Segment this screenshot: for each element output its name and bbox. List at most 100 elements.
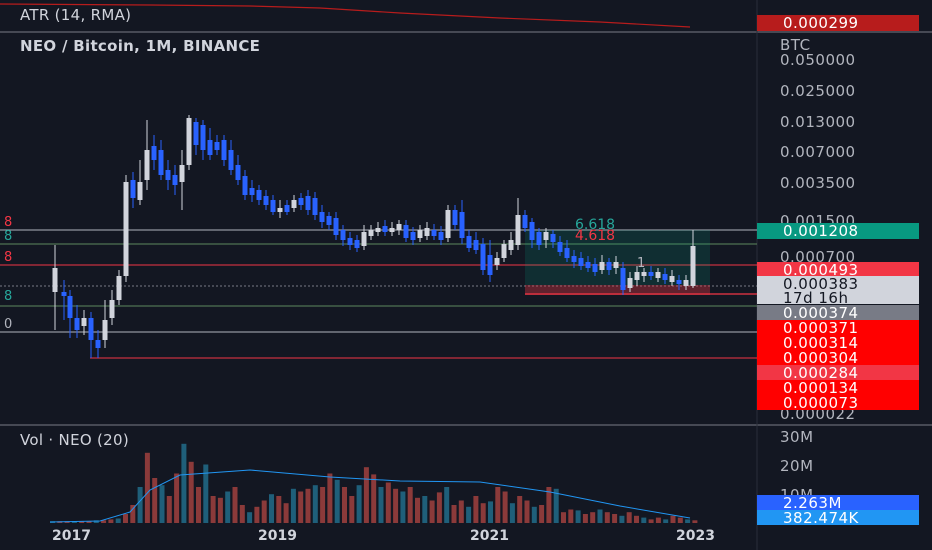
volume-bar bbox=[108, 519, 114, 523]
volume-bar bbox=[349, 496, 355, 523]
candle-body bbox=[620, 268, 626, 290]
price-tag: 0.000371 bbox=[757, 320, 919, 336]
volume-bar bbox=[502, 491, 508, 523]
x-axis-label: 2021 bbox=[470, 528, 509, 544]
volume-bar bbox=[356, 485, 362, 523]
volume-bar bbox=[188, 461, 194, 523]
volume-axis-tick: 20M bbox=[780, 457, 814, 475]
volume-tag: 2.263M bbox=[757, 495, 919, 511]
volume-tag: 382.474K bbox=[757, 510, 919, 526]
left-level-fragment: 8 bbox=[4, 289, 13, 304]
candle-body bbox=[158, 150, 164, 175]
volume-bar bbox=[488, 501, 493, 523]
price-tag: 0.001208 bbox=[757, 223, 919, 239]
volume-bar bbox=[210, 496, 216, 523]
volume-bar bbox=[619, 515, 625, 523]
candle-body bbox=[326, 216, 332, 225]
volume-bar bbox=[553, 488, 559, 523]
candle-body bbox=[564, 248, 570, 258]
candle-body bbox=[480, 244, 486, 270]
candle-body bbox=[683, 280, 689, 286]
volume-bar bbox=[429, 500, 435, 523]
volume-bar bbox=[517, 496, 523, 523]
candle-body bbox=[508, 240, 514, 250]
candle-body bbox=[263, 196, 269, 205]
volume-bar bbox=[473, 496, 479, 523]
candle-body bbox=[410, 232, 416, 240]
volume-bar bbox=[509, 503, 515, 523]
volume-bar bbox=[174, 473, 180, 523]
volume-bar bbox=[655, 517, 661, 523]
candle-body bbox=[193, 122, 199, 145]
left-level-fragment: 8 bbox=[4, 250, 13, 265]
volume-bar bbox=[342, 487, 347, 523]
candle-body bbox=[445, 210, 451, 238]
candle-body bbox=[67, 296, 73, 318]
fib-zone-red bbox=[525, 285, 710, 295]
volume-bar bbox=[363, 467, 369, 523]
candle-body bbox=[74, 318, 80, 330]
candle-body bbox=[284, 205, 290, 212]
volume-bar bbox=[641, 517, 647, 523]
candle-body bbox=[606, 262, 612, 270]
candle-body bbox=[424, 228, 430, 236]
candle-body bbox=[669, 276, 675, 282]
candle-body bbox=[452, 210, 458, 225]
volume-bar bbox=[371, 474, 377, 523]
candles bbox=[52, 115, 696, 358]
volume-bar bbox=[312, 485, 318, 523]
volume-bar bbox=[283, 503, 289, 523]
candle-body bbox=[578, 258, 584, 266]
currency-label: BTC bbox=[780, 36, 811, 54]
volume-ma-line bbox=[49, 469, 691, 523]
volume-bar bbox=[123, 514, 128, 523]
candle-body bbox=[109, 300, 115, 318]
volume-bar bbox=[181, 443, 187, 523]
candle-body bbox=[676, 280, 682, 284]
candle-body bbox=[214, 142, 220, 150]
volume-bar bbox=[597, 509, 603, 523]
price-tag: 0.000073 bbox=[757, 395, 919, 411]
volume-bar bbox=[436, 492, 442, 523]
candle-body bbox=[123, 182, 129, 276]
price-tag: 0.000374 bbox=[757, 305, 919, 321]
candle-body bbox=[242, 176, 248, 195]
candle-body bbox=[235, 165, 241, 180]
atr-line bbox=[0, 3, 691, 28]
volume-bar bbox=[327, 473, 333, 523]
candle-body bbox=[319, 212, 325, 222]
volume-bar bbox=[604, 512, 610, 523]
axis-tick: 0.050000 bbox=[780, 51, 856, 69]
volume-bar bbox=[692, 520, 698, 523]
volume-bar bbox=[546, 487, 552, 523]
volume-bar bbox=[196, 487, 201, 523]
volume-bar bbox=[217, 497, 223, 523]
candle-body bbox=[354, 240, 360, 248]
volume-bar bbox=[305, 488, 311, 523]
candle-body bbox=[144, 150, 150, 180]
candle-body bbox=[459, 212, 465, 238]
axis-tick: 0.007000 bbox=[780, 143, 856, 161]
volume-axis-tick: 30M bbox=[780, 428, 814, 446]
volume-bar bbox=[203, 464, 209, 523]
volume-bar bbox=[378, 487, 384, 523]
volume-bar bbox=[86, 521, 92, 523]
volume-bar bbox=[524, 500, 530, 523]
candle-body bbox=[655, 272, 661, 278]
volume-bar bbox=[137, 487, 143, 523]
volume-bar bbox=[159, 485, 165, 523]
fib-label: 6.618 bbox=[575, 217, 616, 233]
volume-bar bbox=[444, 487, 450, 523]
volume-bar bbox=[144, 452, 150, 523]
volume-bar bbox=[334, 479, 340, 523]
axis-tick: 0.003500 bbox=[780, 174, 856, 192]
symbol-title[interactable]: NEO / Bitcoin, 1M, BINANCE bbox=[20, 37, 261, 55]
volume-bar bbox=[648, 519, 654, 523]
price-tag: 0.000284 bbox=[757, 365, 919, 381]
axis-tick: 0.025000 bbox=[780, 82, 856, 100]
candle-body bbox=[417, 230, 423, 238]
candle-body bbox=[473, 240, 479, 250]
volume-bar bbox=[247, 512, 253, 523]
candle-body bbox=[487, 255, 493, 275]
